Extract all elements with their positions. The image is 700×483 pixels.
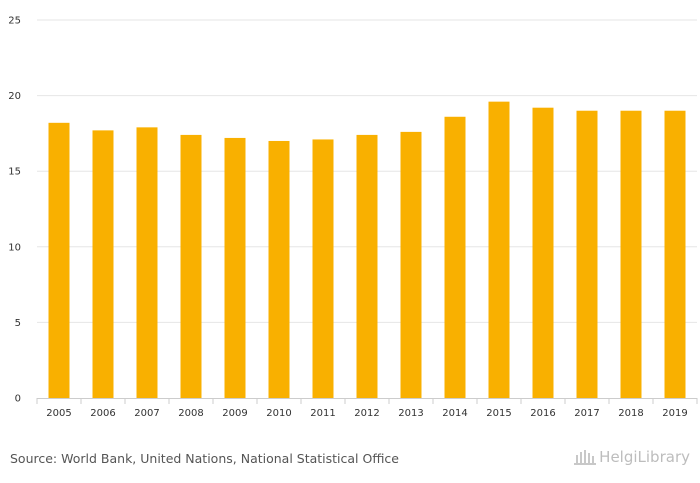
- x-tick-label: 2005: [46, 408, 71, 419]
- x-tick-label: 2008: [178, 408, 203, 419]
- y-tick-label: 5: [15, 318, 21, 329]
- bar-2019: [664, 110, 686, 398]
- x-tick-label: 2009: [222, 408, 247, 419]
- x-tick-label: 2016: [530, 408, 555, 419]
- x-tick-label: 2019: [662, 408, 687, 419]
- x-tick-label: 2006: [90, 408, 115, 419]
- y-axis-tick-labels: 0 5 10 15 20 25: [8, 16, 21, 405]
- bar-2011: [312, 139, 334, 398]
- brand-name: HelgiLibrary: [599, 448, 690, 466]
- bar-2014: [444, 116, 466, 398]
- bar-2007: [136, 127, 158, 399]
- bar-2008: [180, 134, 202, 399]
- x-tick-label: 2007: [134, 408, 159, 419]
- bar-2005: [48, 122, 70, 398]
- y-tick-label: 15: [8, 167, 21, 178]
- chart-footer: Source: World Bank, United Nations, Nati…: [0, 446, 700, 476]
- bar-2018: [620, 110, 642, 398]
- x-tick-label: 2018: [618, 408, 643, 419]
- bar-2013: [400, 131, 422, 398]
- bar-2016: [532, 107, 554, 399]
- x-tick-label: 2011: [310, 408, 335, 419]
- x-tick-label: 2014: [442, 408, 467, 419]
- x-tick-label: 2015: [486, 408, 511, 419]
- x-axis: 2005 2006 2007 2008 2009 2010 2011 2012 2013 2014…: [36, 398, 698, 419]
- y-tick-label: 10: [8, 242, 21, 253]
- bar-2017: [576, 110, 598, 398]
- y-tick-label: 25: [8, 16, 21, 27]
- x-tick-label: 2012: [354, 408, 379, 419]
- source-note: Source: World Bank, United Nations, Nati…: [10, 451, 399, 466]
- x-tick-label: 2010: [266, 408, 291, 419]
- y-tick-label: 0: [15, 394, 21, 405]
- bar-2010: [268, 140, 290, 398]
- bar-2012: [356, 134, 378, 399]
- library-building-icon: [574, 450, 597, 465]
- bar-2009: [224, 137, 246, 398]
- y-tick-label: 20: [8, 91, 21, 102]
- bar-2015: [488, 101, 510, 398]
- bar-2006: [92, 130, 114, 398]
- x-tick-label: 2017: [574, 408, 599, 419]
- bar-series: [48, 101, 686, 399]
- brand-logo: HelgiLibrary: [574, 448, 690, 466]
- x-tick-label: 2013: [398, 408, 423, 419]
